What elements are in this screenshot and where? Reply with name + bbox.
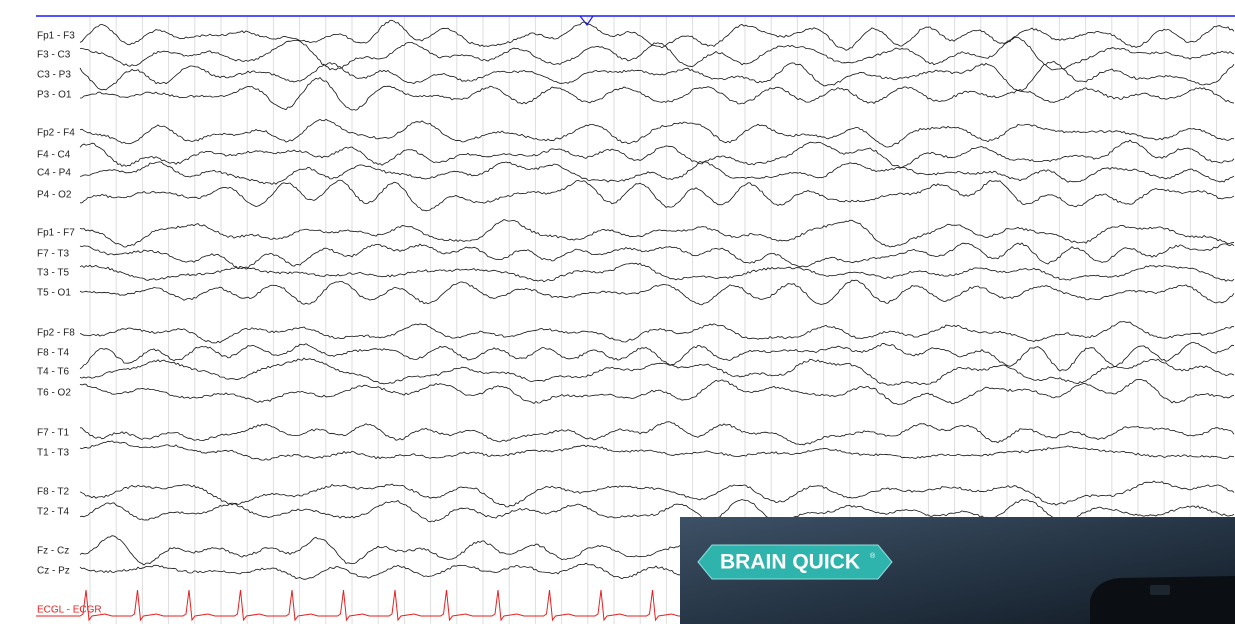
channel-label: P3 - O1 [37, 90, 72, 101]
eeg-trace [79, 36, 1235, 71]
traces [36, 19, 1235, 622]
channel-label: Fp1 - F3 [37, 31, 75, 42]
channel-label: Fp1 - F7 [37, 228, 75, 239]
device [1090, 576, 1235, 624]
device-part [1150, 585, 1170, 595]
eeg-trace [79, 118, 1235, 148]
channel-label: Fz - Cz [37, 546, 69, 557]
eeg-trace [79, 19, 1235, 51]
channel-label: C4 - P4 [37, 168, 71, 179]
channel-label: T5 - O1 [37, 288, 71, 299]
channel-label: F7 - T3 [37, 249, 69, 260]
channel-label: T6 - O2 [37, 388, 71, 399]
eeg-trace [79, 262, 1235, 283]
eeg-trace [79, 219, 1235, 248]
marker [579, 15, 594, 27]
eeg-trace [79, 480, 1235, 508]
channel-label: T3 - T5 [37, 268, 69, 279]
channel-labels: Fp1 - F3 F3 - C3 C3 - P3 P3 - O1 Fp2 - F4 F4 … [37, 31, 102, 616]
eeg-trace [79, 440, 1235, 461]
channel-label: F8 - T4 [37, 348, 69, 359]
eeg-trace [79, 378, 1235, 405]
eeg-trace [79, 76, 1235, 111]
brand-badge [697, 544, 893, 580]
channel-label: T1 - T3 [37, 448, 69, 459]
eeg-trace [79, 179, 1235, 212]
eeg-trace [79, 357, 1235, 386]
ad-overlay: BRAIN QUICK ® [680, 517, 1235, 624]
channel-label: F8 - T2 [37, 487, 69, 498]
eeg-trace [79, 321, 1235, 344]
channel-label: F3 - C3 [37, 50, 71, 61]
channel-label: P4 - O2 [37, 190, 72, 201]
channel-label: Fp2 - F8 [37, 328, 75, 339]
channel-label: T2 - T4 [37, 507, 69, 518]
eeg-trace [79, 60, 1235, 92]
eeg-trace [79, 421, 1235, 446]
eeg-trace [79, 279, 1235, 306]
brand-mark: ® [870, 552, 876, 560]
channel-label: F4 - C4 [37, 150, 71, 161]
eeg-trace [79, 242, 1235, 270]
channel-label: C3 - P3 [37, 70, 71, 81]
eeg-trace [79, 139, 1235, 169]
channel-label: Cz - Pz [37, 566, 70, 577]
eeg-trace [79, 499, 1235, 525]
channel-label: T4 - T6 [37, 367, 69, 378]
eeg-trace [79, 161, 1235, 185]
channel-label: F7 - T1 [37, 428, 69, 439]
eeg-trace [79, 342, 1235, 372]
ecg-label: ECGL - ECGR [37, 605, 102, 616]
channel-label: Fp2 - F4 [37, 128, 75, 139]
brand: BRAIN QUICK [720, 551, 860, 574]
